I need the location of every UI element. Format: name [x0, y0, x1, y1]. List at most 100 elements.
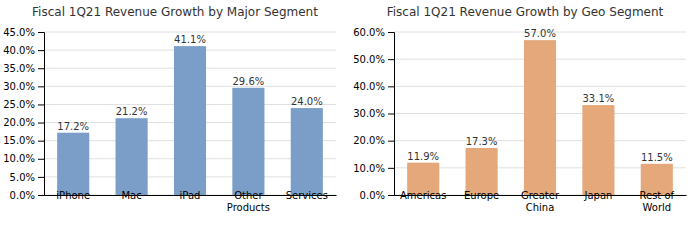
y-tick-mark	[38, 177, 44, 178]
x-tick-label-line: Other	[234, 190, 263, 201]
y-tick-label: 40.0%	[3, 45, 35, 56]
y-tick-label: 35.0%	[3, 63, 35, 74]
y-tick-label: 45.0%	[3, 27, 35, 38]
x-tick-label-line: Greater	[521, 190, 560, 201]
x-tick-label-line: Mac	[121, 190, 141, 201]
y-tick-mark	[388, 32, 394, 33]
y-tick: 35.0%	[3, 63, 44, 74]
data-label: 17.3%	[466, 136, 498, 147]
y-tick: 10.0%	[3, 153, 44, 164]
x-tick-label: GreaterChina	[521, 190, 560, 213]
y-tick-mark	[38, 50, 44, 51]
data-label: 11.9%	[407, 151, 439, 162]
data-label: 17.2%	[57, 121, 89, 132]
bar	[116, 118, 148, 195]
grid	[394, 32, 686, 195]
y-tick: 20.0%	[353, 135, 394, 146]
x-tick-label: OtherProducts	[227, 190, 270, 213]
x-tick: Japan	[583, 190, 612, 201]
plot-area: 0.0% 10.0% 20.0% 30.0% 40.0% 50.0% 60.0% Americ…	[353, 27, 686, 213]
y-tick-label: 20.0%	[353, 135, 385, 146]
x-tick-label-line: iPhone	[56, 190, 90, 201]
x-tick-label-line: Rest of	[639, 190, 674, 201]
x-tick: iPad	[180, 190, 201, 201]
y-tick: 40.0%	[3, 45, 44, 56]
y-tick-label: 60.0%	[353, 27, 385, 38]
y-tick: 10.0%	[353, 163, 394, 174]
y-tick-mark	[38, 159, 44, 160]
bar	[57, 133, 89, 195]
x-tick-label: Services	[286, 190, 328, 201]
y-tick-label: 20.0%	[3, 117, 35, 128]
x-tick: Americas	[400, 190, 446, 201]
x-tick-label-line: Americas	[400, 190, 446, 201]
y-axis-line	[38, 33, 45, 196]
y-tick-label: 0.0%	[10, 190, 35, 201]
x-tick-label-line: Services	[286, 190, 328, 201]
data-labels: 17.2%21.2%41.1%29.6%24.0%	[57, 34, 322, 132]
y-tick: 30.0%	[3, 81, 44, 92]
data-label: 33.1%	[583, 93, 615, 104]
bar	[174, 46, 206, 195]
panel: Fiscal 1Q21 Revenue Growth by Major Segm…	[3, 5, 336, 213]
x-tick: iPhone	[56, 190, 90, 201]
y-axis-line	[388, 33, 395, 196]
chart-canvas: Fiscal 1Q21 Revenue Growth by Major Segm…	[0, 0, 700, 227]
y-tick: 45.0%	[3, 27, 44, 38]
y-tick: 60.0%	[353, 27, 394, 38]
x-tick-label: Rest ofWorld	[639, 190, 674, 213]
y-tick-label: 10.0%	[3, 153, 35, 164]
y-tick: 20.0%	[3, 117, 44, 128]
bar	[232, 88, 264, 195]
title: Fiscal 1Q21 Revenue Growth by Major Segm…	[32, 5, 318, 19]
y-tick-label: 10.0%	[353, 163, 385, 174]
y-tick-mark	[388, 141, 394, 142]
bar	[466, 148, 498, 195]
data-label: 21.2%	[116, 106, 148, 117]
y-tick-label: 0.0%	[360, 190, 385, 201]
x-tick-label-line: Japan	[583, 190, 612, 201]
bar	[291, 108, 323, 195]
x-tick: Europe	[464, 190, 499, 201]
y-tick-label: 5.0%	[10, 172, 35, 183]
y-tick: 25.0%	[3, 99, 44, 110]
bars	[407, 40, 673, 195]
y-tick: 0.0%	[360, 190, 394, 201]
grid-line	[44, 32, 336, 33]
y-tick: 5.0%	[10, 172, 44, 183]
data-labels: 11.9%17.3%57.0%33.1%11.5%	[407, 28, 672, 163]
plot-area: 0.0% 5.0% 10.0% 15.0% 20.0% 25.0% 30.0% 35.0% 40…	[3, 27, 336, 213]
y-tick-mark	[38, 104, 44, 105]
y-tick: 30.0%	[353, 108, 394, 119]
x-tick-label: Europe	[464, 190, 499, 201]
y-tick-mark	[388, 114, 394, 115]
x-axis: iPhone Mac iPad OtherProducts Services	[45, 190, 337, 213]
y-tick-mark	[38, 123, 44, 124]
y-tick: 50.0%	[353, 54, 394, 65]
data-label: 29.6%	[233, 76, 265, 87]
x-tick: Rest ofWorld	[639, 190, 674, 213]
x-tick-label: iPad	[180, 190, 201, 201]
y-tick-mark	[388, 86, 394, 87]
x-tick: Services	[286, 190, 328, 201]
y-tick-label: 15.0%	[3, 135, 35, 146]
y-axis: 0.0% 5.0% 10.0% 15.0% 20.0% 25.0% 30.0% 35.0% 40…	[3, 27, 44, 201]
y-tick-mark	[38, 141, 44, 142]
bar	[582, 105, 614, 195]
y-tick-mark	[38, 68, 44, 69]
y-tick-label: 40.0%	[353, 81, 385, 92]
x-axis: Americas Europe GreaterChina Japan Rest ofWo…	[395, 190, 687, 213]
x-tick-label-line: World	[642, 202, 671, 213]
data-label: 57.0%	[524, 28, 556, 39]
bar	[524, 40, 556, 195]
y-tick-mark	[38, 86, 44, 87]
x-tick-label-line: Europe	[464, 190, 499, 201]
x-tick-label-line: iPad	[180, 190, 201, 201]
data-label: 41.1%	[174, 34, 206, 45]
grid	[44, 32, 336, 195]
x-tick: OtherProducts	[227, 190, 270, 213]
y-tick-mark	[38, 32, 44, 33]
y-tick: 40.0%	[353, 81, 394, 92]
y-tick-mark	[38, 195, 44, 196]
y-tick-label: 30.0%	[3, 81, 35, 92]
